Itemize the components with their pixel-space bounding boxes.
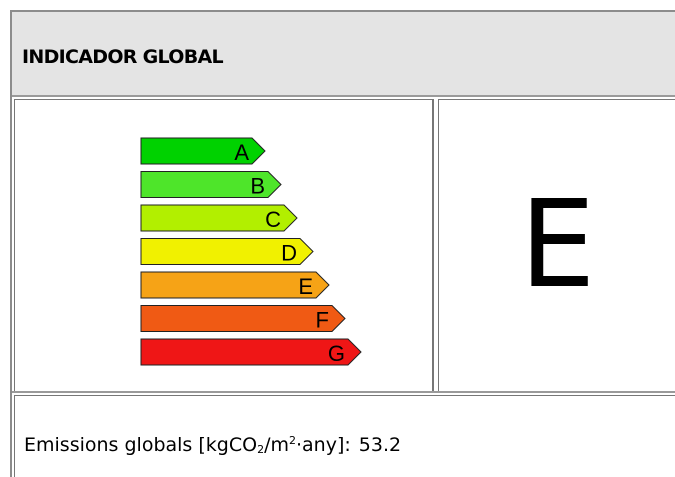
scale-band-label-d: D [281,241,297,266]
emissions-label-sup: 2 [288,434,296,447]
header-title: INDICADOR GLOBAL [22,46,224,68]
scale-band-label-a: A [234,140,249,165]
emissions-value: 53.2 [358,434,402,456]
emissions-label-suffix: ·any]: [295,434,351,456]
indicator-table [10,10,675,477]
scale-band-label-c: C [265,207,281,232]
table-header: INDICADOR GLOBAL [12,12,675,97]
scale-band-label-e: E [298,274,313,299]
emissions-label-mid: /m [264,434,289,456]
scale-band-label-g: G [328,341,345,366]
emissions-label-prefix: Emissions globals [kgCO [24,434,258,456]
emissions-text: Emissions globals [kgCO2/m2·any]: 53.2 [24,434,401,456]
scale-band-g [140,338,362,366]
emissions-row: Emissions globals [kgCO2/m2·any]: 53.2 [12,393,675,477]
emissions-cell: Emissions globals [kgCO2/m2·any]: 53.2 [14,395,675,477]
scale-band-c [140,204,298,232]
scale-band-b [140,171,282,198]
scale-band-d [140,238,314,265]
scale-band-label-f: F [316,308,329,333]
emissions-label-sub: 2 [257,443,265,456]
scale-band-a [140,137,266,165]
rating-letter: E [519,176,596,315]
scale-band-f [140,305,346,332]
scale-band-label-b: B [250,174,265,199]
rating-cell: E [438,99,675,391]
scale-band-e [140,271,330,299]
